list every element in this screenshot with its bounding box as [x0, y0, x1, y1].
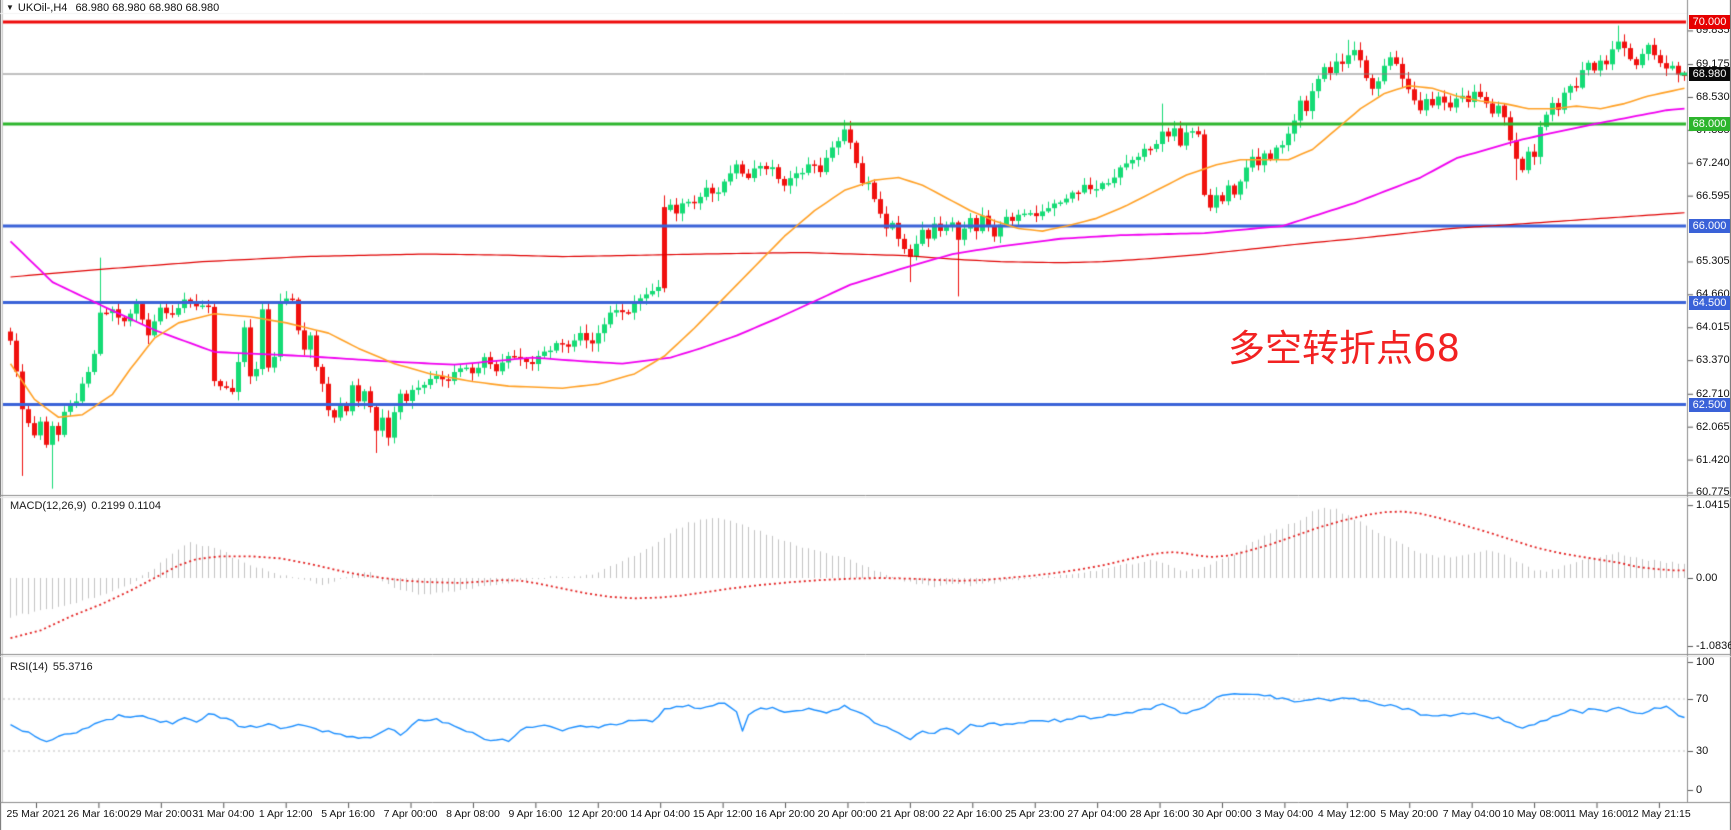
symbol-timeframe-label: UKOil-,H4	[17, 2, 68, 14]
rsi-scale-label: 30	[1696, 745, 1709, 757]
time-axis-label: 11 May 16:00	[1565, 808, 1628, 820]
price-badge: 66.000	[1689, 219, 1730, 233]
time-axis-label: 28 Apr 16:00	[1129, 808, 1190, 820]
rsi-scale-label: 70	[1696, 693, 1709, 705]
price-badge: 68.980	[1689, 67, 1730, 82]
macd-values: 0.2199 0.1104	[91, 500, 161, 512]
time-axis-label: 9 Apr 16:00	[508, 808, 563, 820]
price-scale-label: 67.240	[1696, 156, 1730, 169]
time-axis-label: 25 Mar 2021	[6, 808, 66, 820]
rsi-scale-label: 0	[1696, 784, 1703, 796]
time-axis-label: 20 Apr 00:00	[817, 808, 878, 820]
time-axis-label: 29 Mar 20:00	[129, 808, 192, 820]
macd-scale-label: -1.0836	[1696, 640, 1731, 652]
rsi-value: 55.3716	[52, 661, 93, 673]
time-axis-label: 10 May 08:00	[1502, 808, 1566, 820]
time-axis-label: 4 May 12:00	[1317, 808, 1376, 820]
time-axis-label: 22 Apr 16:00	[942, 808, 1003, 820]
rsi-name: RSI(14)	[10, 661, 48, 673]
time-axis-label: 3 May 04:00	[1255, 808, 1314, 820]
price-scale-label: 68.530	[1696, 90, 1730, 103]
rsi-scale-label: 100	[1696, 656, 1715, 668]
time-axis-label: 26 Mar 16:00	[67, 808, 130, 820]
time-axis-label: 27 Apr 04:00	[1067, 808, 1127, 820]
rsi-indicator-label: RSI(14) 55.3716	[10, 661, 93, 673]
macd-name: MACD(12,26,9)	[10, 500, 87, 512]
time-axis-label: 15 Apr 12:00	[692, 808, 753, 820]
price-scale-label: 64.015	[1696, 321, 1730, 334]
symbol-dropdown-icon[interactable]: ▼	[6, 3, 14, 12]
time-axis-label: 30 Apr 00:00	[1192, 808, 1252, 820]
price-badge: 70.000	[1689, 15, 1730, 29]
macd-scale-label: 0.00	[1696, 572, 1718, 584]
price-scale-label: 66.595	[1696, 189, 1730, 202]
time-axis-label: 16 Apr 20:00	[755, 808, 815, 820]
price-scale-label: 63.370	[1696, 354, 1730, 367]
macd-scale-label: 1.0415	[1696, 499, 1730, 512]
time-axis-label: 31 Mar 04:00	[192, 808, 255, 820]
time-axis-label: 7 May 04:00	[1442, 808, 1501, 820]
price-badge: 62.500	[1689, 397, 1730, 412]
time-axis-label: 5 May 20:00	[1380, 808, 1439, 820]
price-scale-label: 62.710	[1696, 387, 1730, 400]
ohlc-values: 68.980 68.980 68.980 68.980	[75, 2, 220, 14]
chart-annotation-text[interactable]: 多空转折点68	[1228, 327, 1461, 370]
price-scale-label: 62.065	[1696, 420, 1730, 433]
time-axis-label: 5 Apr 16:00	[321, 808, 375, 820]
price-badge: 64.500	[1689, 295, 1730, 310]
price-scale-label: 65.305	[1696, 255, 1730, 268]
time-axis-label: 12 Apr 20:00	[567, 808, 628, 820]
time-axis-label: 21 Apr 08:00	[880, 808, 940, 820]
time-axis-label: 7 Apr 00:00	[383, 808, 438, 820]
price-scale-label: 61.420	[1696, 453, 1730, 466]
price-scale-label: 60.775	[1696, 486, 1730, 499]
time-axis-label: 1 Apr 12:00	[258, 808, 313, 820]
macd-indicator-label: MACD(12,26,9) 0.2199 0.1104	[10, 500, 161, 512]
time-axis-label: 25 Apr 23:00	[1004, 808, 1065, 820]
time-axis-label: 14 Apr 04:00	[630, 808, 690, 820]
price-badge: 68.000	[1689, 117, 1730, 131]
chart-title-bar: ▼ UKOil-,H4 68.980 68.980 68.980 68.980	[6, 2, 219, 14]
time-axis-label: 12 May 21:15	[1627, 808, 1691, 820]
time-axis-label: 8 Apr 08:00	[446, 808, 500, 820]
